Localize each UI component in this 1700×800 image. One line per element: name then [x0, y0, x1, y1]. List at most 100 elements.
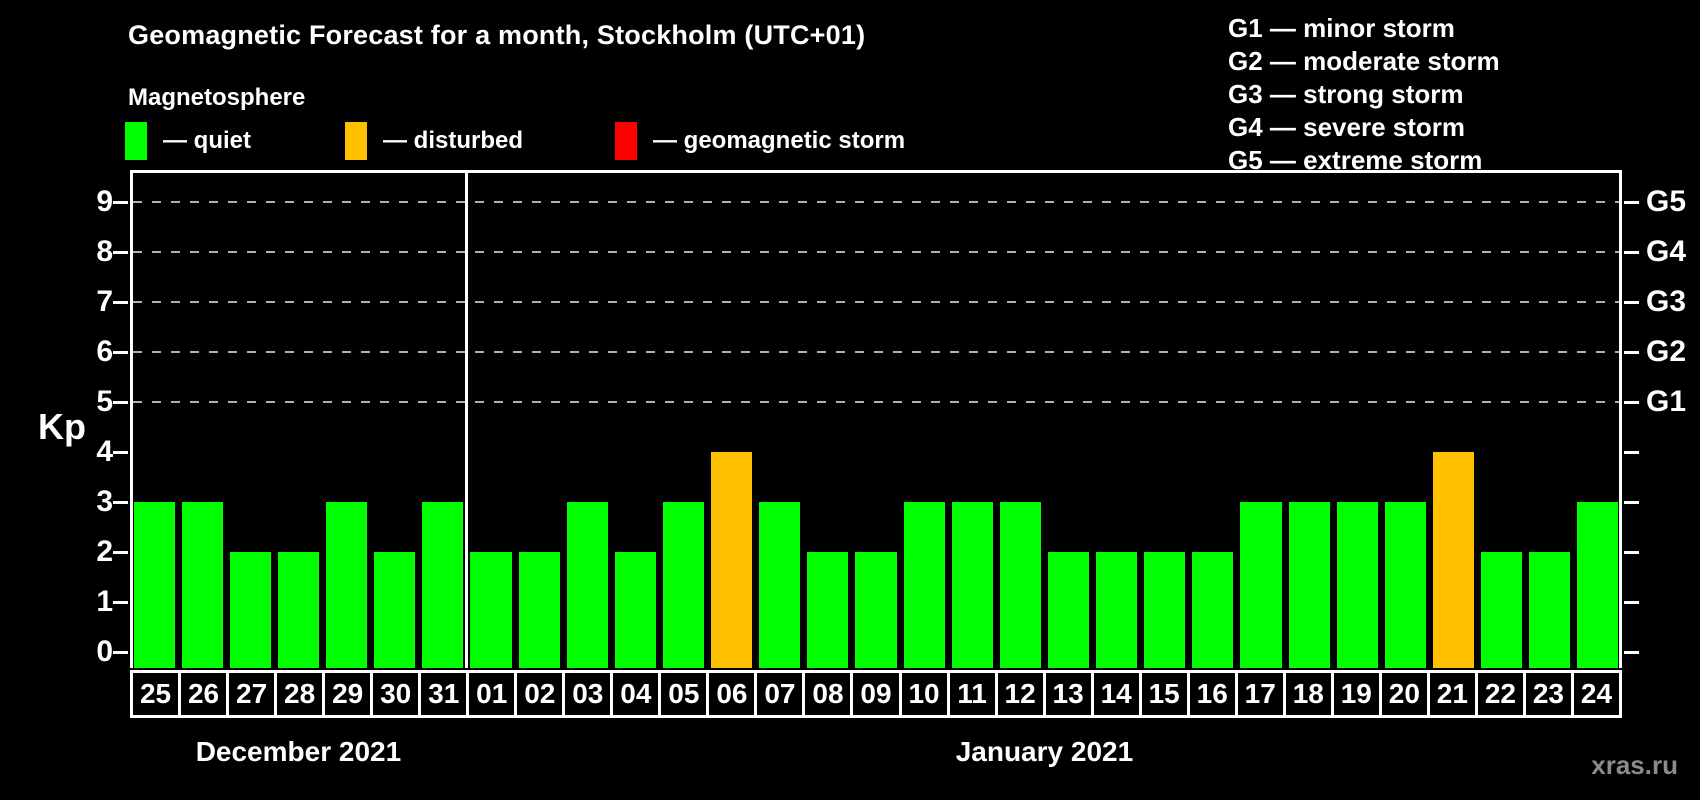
day-label-jan-23: 23 — [1522, 670, 1574, 718]
kp-bar-jan-11 — [951, 502, 993, 668]
y-axis-label-4: 4 — [96, 435, 113, 468]
y-tick-left-9 — [113, 200, 128, 204]
g-axis-label-g4: G4 — [1646, 235, 1687, 268]
day-label-jan-10: 10 — [898, 670, 950, 718]
y-axis-label-7: 7 — [96, 285, 113, 318]
kp-bar-jan-10 — [903, 502, 945, 668]
kp-bar-jan-09 — [855, 552, 897, 668]
y-axis-label-8: 8 — [96, 235, 113, 268]
kp-bar-dec-30 — [374, 552, 416, 668]
g-legend-line-g3: G3 — strong storm — [1228, 79, 1464, 109]
watermark: xras.ru — [1591, 750, 1678, 780]
kp-bar-jan-17 — [1240, 502, 1282, 668]
kp-bar-jan-06 — [711, 452, 753, 668]
kp-bar-jan-01 — [470, 552, 512, 668]
legend-item-disturbed: — disturbed — [345, 121, 523, 161]
g-axis-label-g2: G2 — [1646, 335, 1687, 368]
kp-bar-jan-24 — [1577, 502, 1619, 668]
day-label-jan-22: 22 — [1474, 670, 1526, 718]
day-label-jan-17: 17 — [1234, 670, 1286, 718]
y-tick-left-3 — [113, 500, 128, 504]
legend-label-disturbed: — disturbed — [383, 127, 524, 154]
gridline-kp-5 — [133, 401, 1619, 403]
y-axis-label-1: 1 — [96, 585, 113, 618]
y-axis-label-2: 2 — [96, 535, 113, 568]
kp-bar-jan-03 — [566, 502, 608, 668]
kp-bar-jan-19 — [1336, 502, 1378, 668]
y-tick-left-7 — [113, 300, 128, 304]
legend-item-quiet: — quiet — [125, 121, 251, 161]
chart-title: Geomagnetic Forecast for a month, Stockh… — [128, 20, 866, 50]
y-tick-left-6 — [113, 350, 128, 354]
quiet-color-swatch — [125, 122, 147, 160]
day-label-jan-05: 05 — [658, 670, 710, 718]
y-axis-label-5: 5 — [96, 385, 113, 418]
y-tick-right-4 — [1624, 450, 1639, 454]
day-label-dec-30: 30 — [370, 670, 422, 718]
gridline-kp-9 — [133, 201, 1619, 203]
day-label-jan-08: 08 — [802, 670, 854, 718]
month-label-jan: January 2021 — [955, 736, 1134, 767]
kp-bar-jan-20 — [1384, 502, 1426, 668]
g-axis-label-g1: G1 — [1646, 385, 1687, 418]
kp-bar-jan-04 — [614, 552, 656, 668]
y-tick-left-1 — [113, 600, 128, 604]
legend-item-storm: — geomagnetic storm — [615, 121, 905, 161]
g-scale-legend: G1 — minor storm G2 — moderate storm G3 … — [1228, 12, 1500, 177]
y-axis-label-3: 3 — [96, 485, 113, 518]
plot-border-top — [130, 170, 1622, 173]
y-axis-title: Kp — [38, 406, 86, 447]
day-label-jan-02: 02 — [514, 670, 566, 718]
kp-bar-dec-28 — [277, 552, 319, 668]
kp-bar-dec-31 — [422, 502, 464, 668]
month-label-dec: December 2021 — [195, 736, 402, 767]
y-tick-left-5 — [113, 400, 128, 404]
day-label-jan-07: 07 — [754, 670, 806, 718]
day-label-jan-14: 14 — [1090, 670, 1142, 718]
chart-subtitle: Magnetosphere — [128, 84, 306, 111]
kp-bar-jan-07 — [759, 502, 801, 668]
kp-bar-jan-02 — [518, 552, 560, 668]
gridline-kp-8 — [133, 251, 1619, 253]
y-axis-label-9: 9 — [96, 185, 113, 218]
kp-bar-jan-18 — [1288, 502, 1330, 668]
y-tick-right-1 — [1624, 600, 1639, 604]
day-label-jan-11: 11 — [946, 670, 998, 718]
y-axis-label-6: 6 — [96, 335, 113, 368]
kp-bar-dec-27 — [229, 552, 271, 668]
legend-label-quiet: — quiet — [163, 127, 251, 154]
gridline-kp-7 — [133, 301, 1619, 303]
g-legend-line-g1: G1 — minor storm — [1228, 13, 1455, 43]
storm-color-swatch — [615, 122, 637, 160]
g-legend-line-g4: G4 — severe storm — [1228, 112, 1466, 142]
g-axis-label-g5: G5 — [1646, 185, 1687, 218]
day-label-jan-13: 13 — [1042, 670, 1094, 718]
y-tick-left-2 — [113, 550, 128, 554]
month-divider — [465, 170, 469, 668]
y-tick-right-6 — [1624, 350, 1639, 354]
g-legend-line-g2: G2 — moderate storm — [1228, 46, 1500, 76]
disturbed-color-swatch — [345, 122, 367, 160]
day-label-jan-04: 04 — [610, 670, 662, 718]
y-axis-label-0: 0 — [96, 635, 113, 668]
plot-area — [113, 170, 1639, 668]
kp-bar-dec-26 — [181, 502, 223, 668]
y-tick-right-8 — [1624, 250, 1639, 254]
plot-border-left — [130, 170, 133, 668]
kp-bar-jan-12 — [999, 502, 1041, 668]
g-axis-label-g3: G3 — [1646, 285, 1687, 318]
day-label-jan-15: 15 — [1138, 670, 1190, 718]
day-label-jan-03: 03 — [562, 670, 614, 718]
kp-bar-jan-13 — [1047, 552, 1090, 668]
y-tick-left-0 — [113, 650, 128, 654]
gridline-kp-6 — [133, 351, 1619, 353]
day-label-dec-27: 27 — [226, 670, 278, 718]
day-label-jan-16: 16 — [1186, 670, 1238, 718]
plot-border-right — [1619, 170, 1622, 668]
y-tick-right-9 — [1624, 200, 1639, 204]
kp-bar-jan-14 — [1096, 552, 1138, 668]
day-label-jan-24: 24 — [1570, 670, 1622, 718]
day-label-jan-18: 18 — [1282, 670, 1334, 718]
kp-bar-dec-25 — [133, 502, 175, 668]
